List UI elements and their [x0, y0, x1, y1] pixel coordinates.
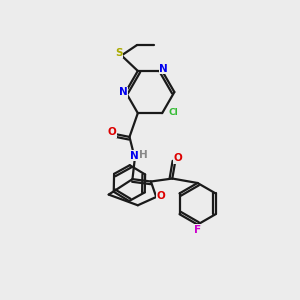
Text: F: F	[194, 225, 201, 235]
Text: Cl: Cl	[169, 108, 178, 117]
Text: O: O	[107, 128, 116, 137]
Text: N: N	[130, 151, 139, 161]
Text: N: N	[119, 87, 128, 97]
Text: O: O	[174, 153, 183, 163]
Text: N: N	[159, 64, 168, 74]
Text: S: S	[115, 47, 123, 58]
Text: H: H	[140, 150, 148, 160]
Text: O: O	[157, 191, 165, 201]
